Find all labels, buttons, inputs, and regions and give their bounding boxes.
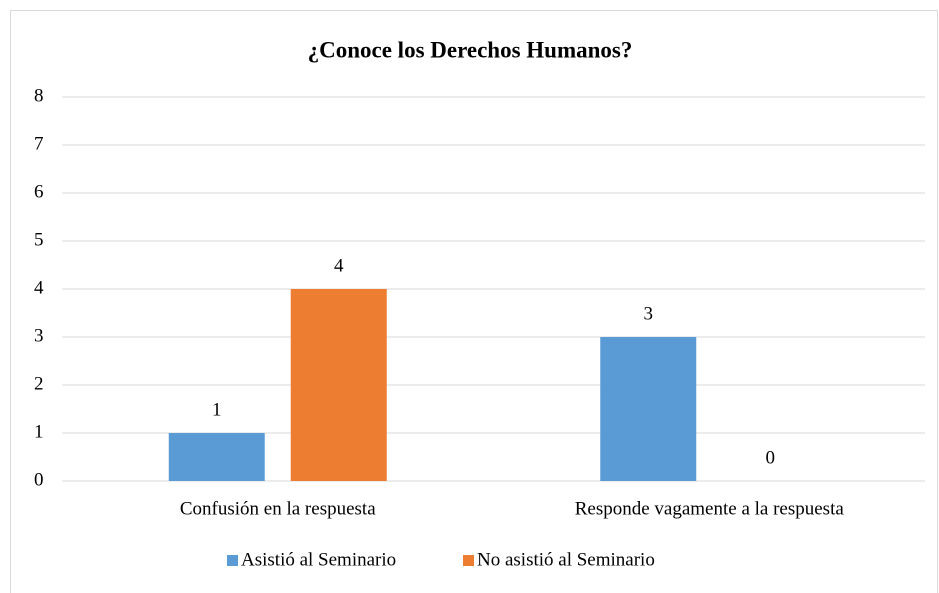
data-label: 1	[212, 399, 222, 420]
legend-label: Asistió al Seminario	[241, 549, 396, 570]
y-tick-label: 6	[34, 181, 44, 202]
data-label: 4	[334, 255, 344, 276]
data-label: 0	[766, 447, 776, 468]
y-tick-label: 1	[34, 421, 44, 442]
legend-label: No asistió al Seminario	[477, 549, 655, 570]
x-tick-label: Confusión en la respuesta	[180, 498, 376, 519]
y-tick-label: 8	[34, 85, 44, 106]
bar	[168, 433, 265, 481]
y-tick-label: 7	[34, 133, 44, 154]
data-label: 3	[644, 303, 654, 324]
y-tick-label: 5	[34, 229, 44, 250]
legend-swatch	[227, 555, 238, 566]
chart-border	[10, 10, 938, 593]
y-tick-label: 4	[34, 277, 44, 298]
bar	[290, 289, 387, 481]
y-tick-label: 3	[34, 325, 44, 346]
y-tick-label: 0	[34, 469, 44, 490]
x-tick-label: Responde vagamente a la respuesta	[575, 498, 845, 519]
bar	[600, 337, 697, 481]
legend-swatch	[463, 555, 474, 566]
y-tick-label: 2	[34, 373, 44, 394]
chart-title: ¿Conoce los Derechos Humanos?	[308, 37, 633, 62]
